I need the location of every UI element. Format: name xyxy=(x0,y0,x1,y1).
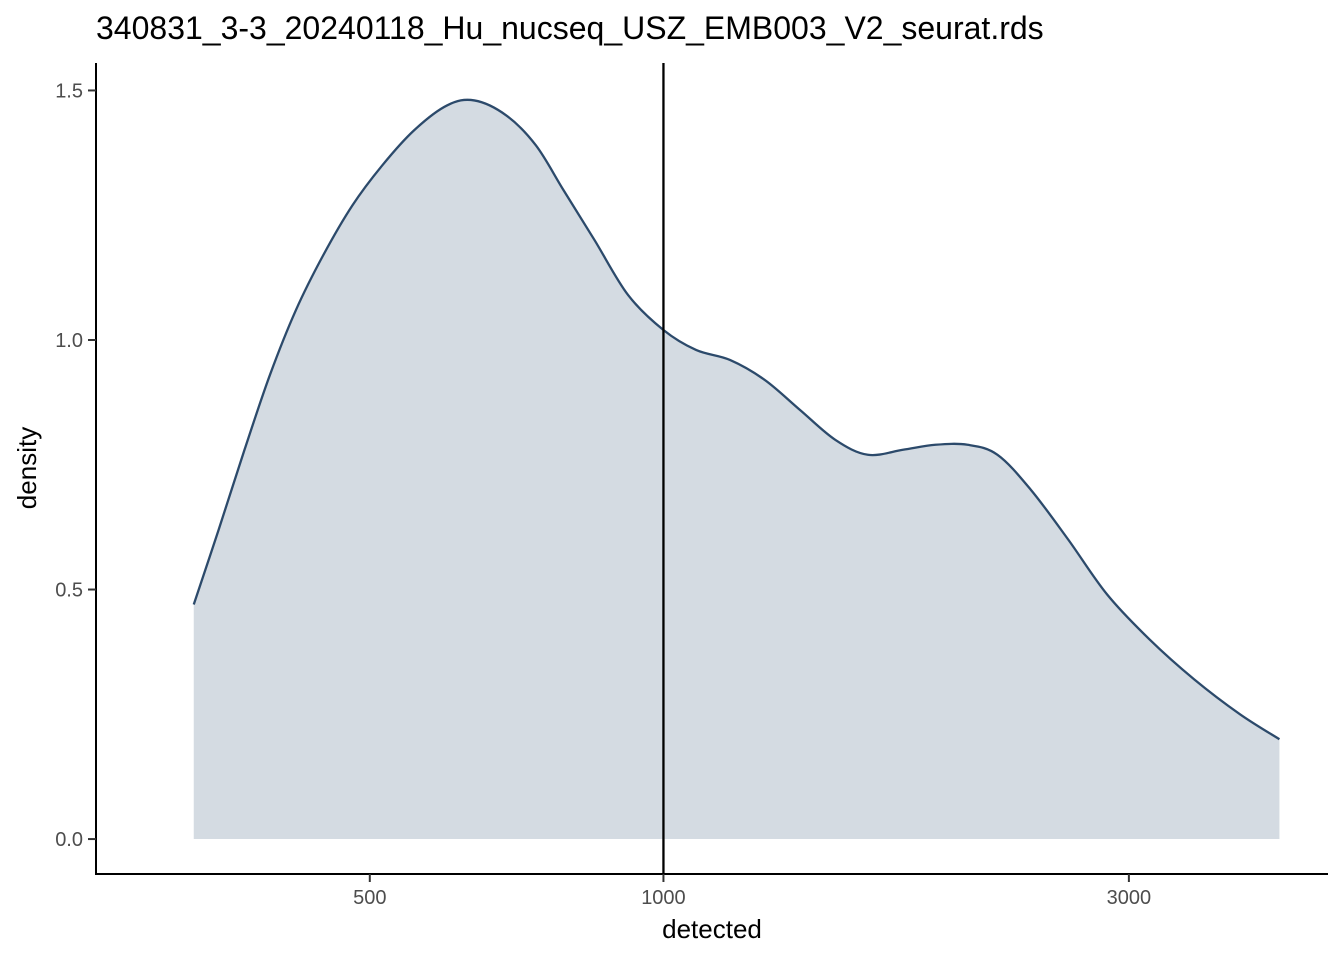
y-axis-ticks: 0.0 0.5 1.0 1.5 xyxy=(55,80,96,851)
x-tick-label: 3000 xyxy=(1107,887,1152,909)
y-tick-label: 1.5 xyxy=(55,80,83,102)
x-axis-title: detected xyxy=(662,914,762,944)
density-area-fill xyxy=(193,99,1280,840)
chart-title: 340831_3-3_20240118_Hu_nucseq_USZ_EMB003… xyxy=(96,10,1044,46)
y-tick-label: 0.0 xyxy=(55,829,83,851)
x-axis-ticks: 500 1000 3000 xyxy=(353,874,1151,909)
y-axis-title: density xyxy=(12,427,42,509)
x-tick-label: 500 xyxy=(353,887,386,909)
density-curve-line xyxy=(192,98,1281,741)
y-tick-label: 0.5 xyxy=(55,580,83,602)
x-tick-label: 1000 xyxy=(641,887,686,909)
y-tick-label: 1.0 xyxy=(55,330,83,352)
plot-area xyxy=(192,63,1281,874)
